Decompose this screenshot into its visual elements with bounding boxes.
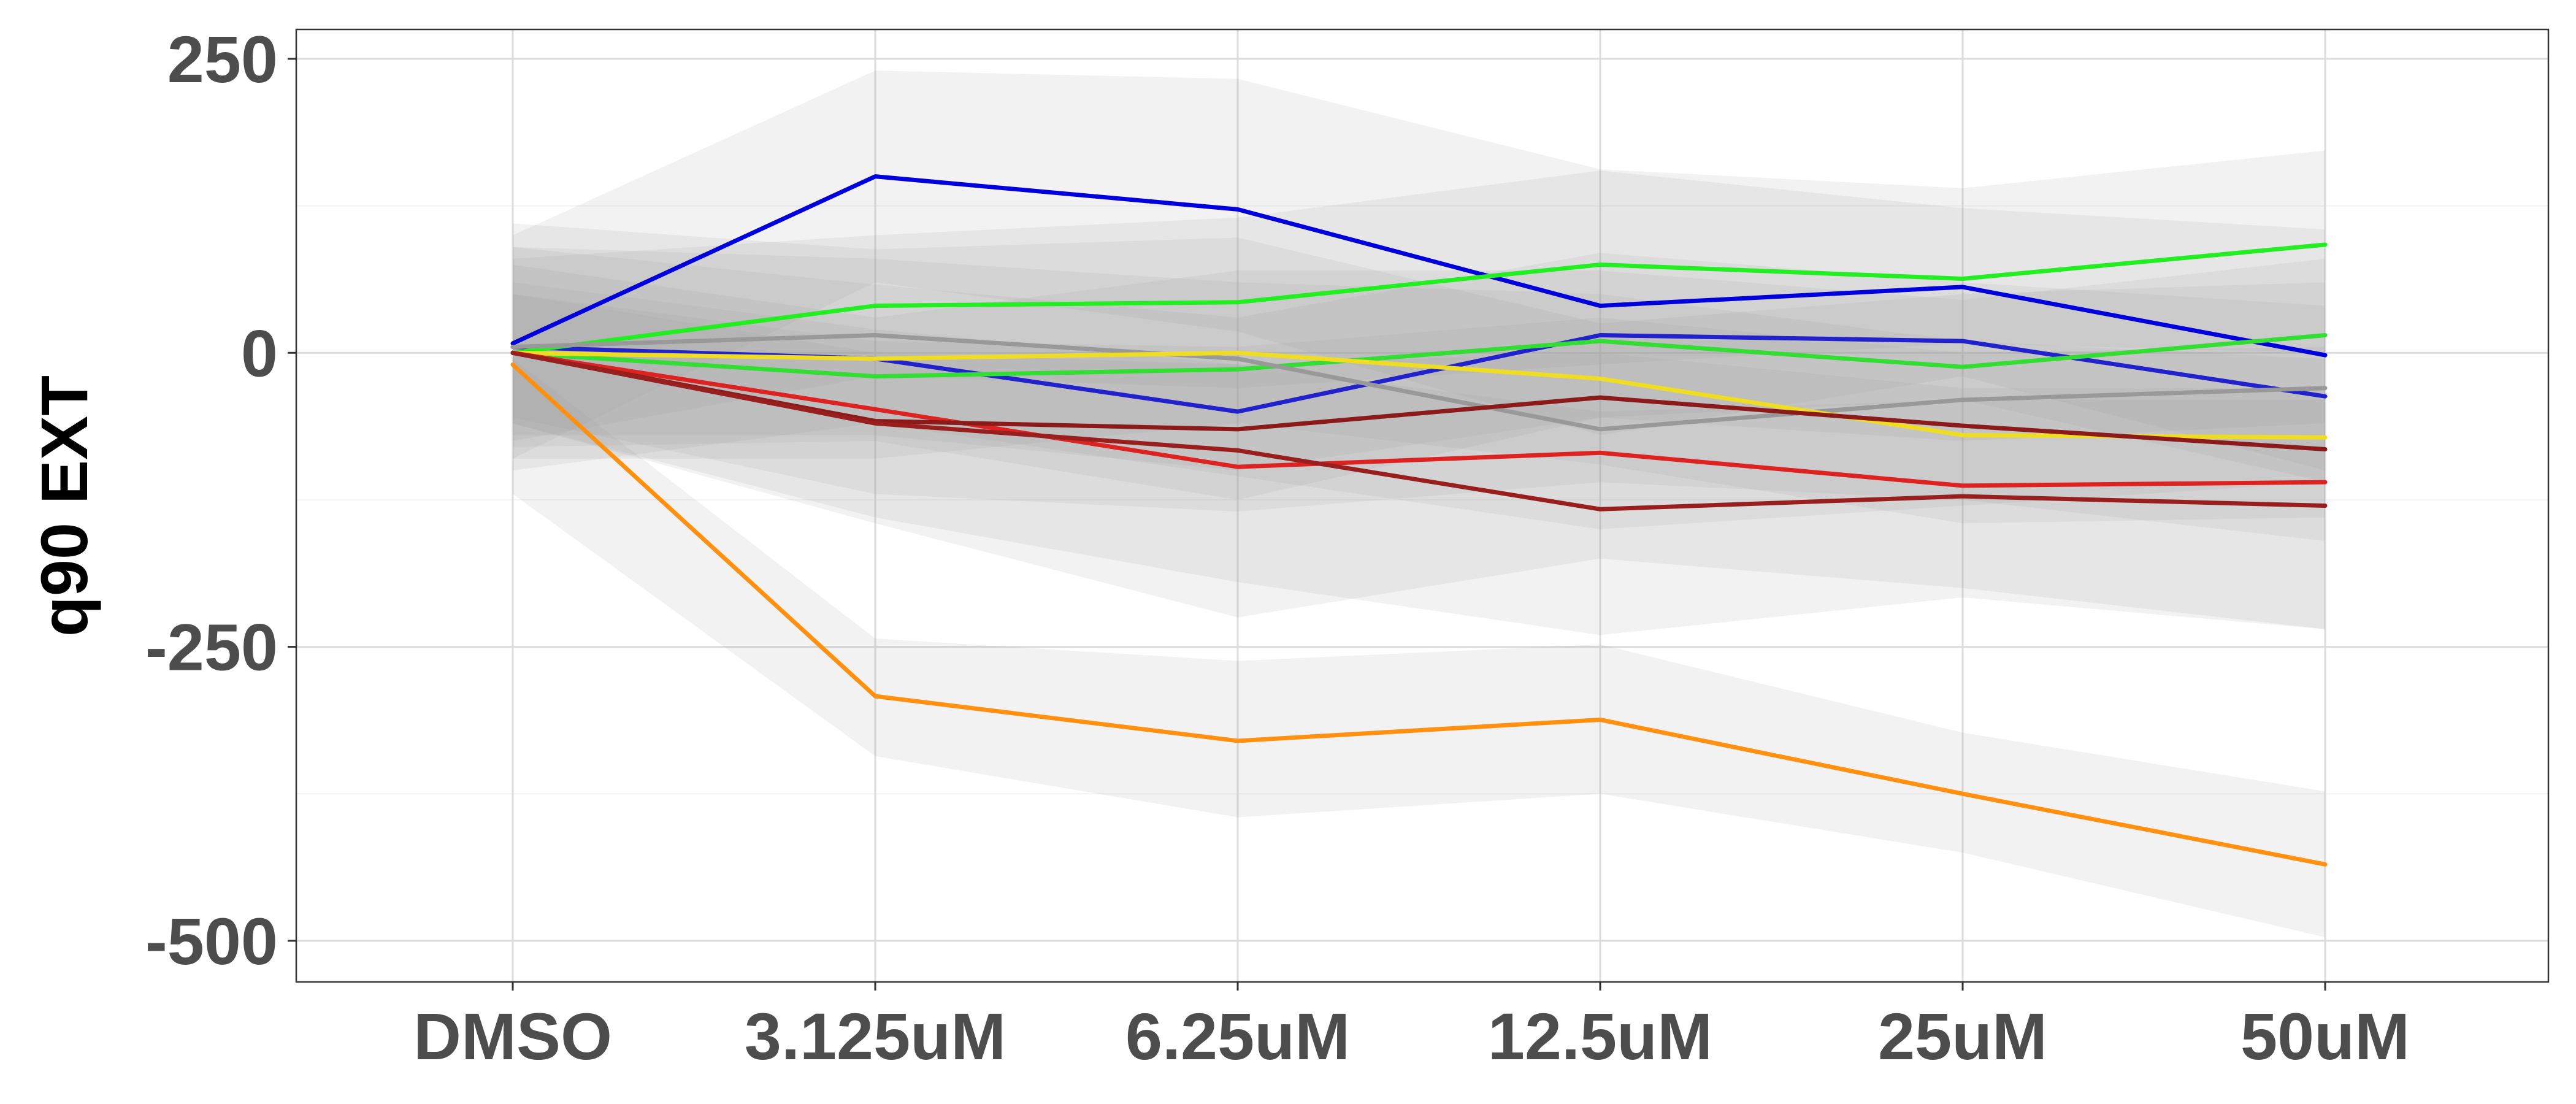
- y-axis-ticks: 250 0 -250 -500: [145, 22, 296, 978]
- x-axis-ticks: DMSO 3.125uM 6.25uM 12.5uM 25uM 50uM: [413, 982, 2410, 1073]
- confidence-bands: [513, 71, 2325, 938]
- x-tick-label: 50uM: [2241, 999, 2410, 1073]
- y-tick-label: -250: [145, 610, 278, 684]
- confidence-band: [513, 282, 2325, 629]
- series-line: [510, 362, 2328, 867]
- plot-panel-border: [295, 28, 2550, 983]
- x-tick-label: 6.25uM: [1125, 999, 1350, 1073]
- x-tick-label: 12.5uM: [1488, 999, 1712, 1073]
- confidence-band: [513, 294, 2325, 635]
- series-line: [510, 242, 2328, 355]
- x-tick-label: 3.125uM: [745, 999, 1006, 1073]
- series-line: [510, 332, 2328, 379]
- y-tick-label: -500: [145, 904, 278, 978]
- series-line: [510, 332, 2328, 432]
- series-line: [510, 350, 2328, 440]
- series-line: [510, 350, 2328, 488]
- series-lines: [510, 174, 2328, 867]
- series-line: [510, 350, 2328, 512]
- x-tick-label: 25uM: [1878, 999, 2047, 1073]
- confidence-band: [513, 247, 2325, 524]
- y-axis-title: q90 EXT: [27, 375, 101, 637]
- series-line: [510, 174, 2328, 358]
- x-tick-label: DMSO: [413, 999, 612, 1073]
- confidence-band: [513, 358, 2325, 938]
- confidence-band: [513, 223, 2325, 529]
- y-tick-label: 250: [167, 22, 278, 96]
- confidence-band: [513, 71, 2325, 470]
- y-tick-label: 0: [241, 316, 278, 390]
